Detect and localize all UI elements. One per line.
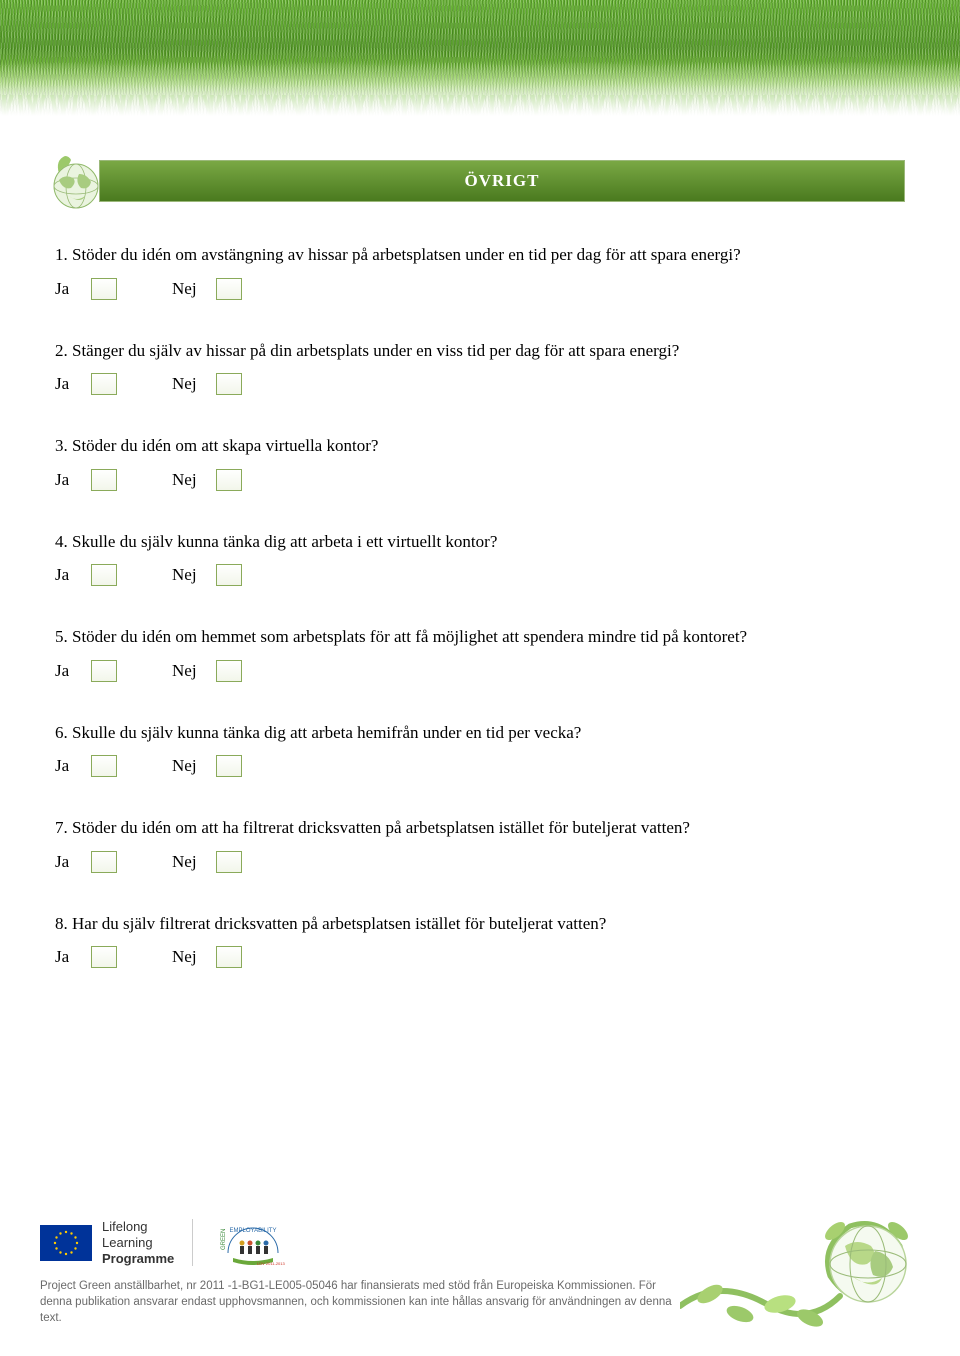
yes-checkbox[interactable] bbox=[91, 851, 117, 873]
answer-row: Ja Nej bbox=[55, 660, 905, 682]
lifelong-learning-label: Lifelong Learning Programme bbox=[102, 1219, 174, 1266]
no-label: Nej bbox=[172, 947, 210, 967]
yes-label: Ja bbox=[55, 470, 85, 490]
question-block: 6. Skulle du själv kunna tänka dig att a… bbox=[55, 720, 905, 778]
yes-label: Ja bbox=[55, 756, 85, 776]
no-label: Nej bbox=[172, 470, 210, 490]
yes-checkbox[interactable] bbox=[91, 755, 117, 777]
footer-disclaimer: Project Green anställbarhet, nr 2011 -1-… bbox=[40, 1278, 680, 1326]
svg-text:GREEN: GREEN bbox=[221, 1228, 227, 1249]
answer-row: Ja Nej bbox=[55, 755, 905, 777]
yes-checkbox[interactable] bbox=[91, 373, 117, 395]
answer-row: Ja Nej bbox=[55, 851, 905, 873]
globe-leaf-icon bbox=[45, 150, 107, 212]
question-text: 5. Stöder du idén om hemmet som arbetspl… bbox=[55, 624, 905, 650]
yes-checkbox[interactable] bbox=[91, 469, 117, 491]
yes-checkbox[interactable] bbox=[91, 660, 117, 682]
no-label: Nej bbox=[172, 852, 210, 872]
yes-label: Ja bbox=[55, 852, 85, 872]
yes-label: Ja bbox=[55, 279, 85, 299]
grass-header-image bbox=[0, 0, 960, 120]
grass-fringe bbox=[0, 95, 960, 120]
question-block: 7. Stöder du idén om att ha filtrerat dr… bbox=[55, 815, 905, 873]
answer-row: Ja Nej bbox=[55, 946, 905, 968]
no-checkbox[interactable] bbox=[216, 564, 242, 586]
question-block: 5. Stöder du idén om hemmet som arbetspl… bbox=[55, 624, 905, 682]
question-text: 8. Har du själv filtrerat dricksvatten p… bbox=[55, 911, 905, 937]
yes-checkbox[interactable] bbox=[91, 946, 117, 968]
question-text: 7. Stöder du idén om att ha filtrerat dr… bbox=[55, 815, 905, 841]
section-title-wrap: ÖVRIGT bbox=[45, 150, 905, 212]
question-block: 2. Stänger du själv av hissar på din arb… bbox=[55, 338, 905, 396]
no-checkbox[interactable] bbox=[216, 946, 242, 968]
svg-text:EMPLOYABILITY: EMPLOYABILITY bbox=[230, 1228, 277, 1234]
no-checkbox[interactable] bbox=[216, 469, 242, 491]
yes-checkbox[interactable] bbox=[91, 564, 117, 586]
no-label: Nej bbox=[172, 279, 210, 299]
answer-row: Ja Nej bbox=[55, 469, 905, 491]
yes-label: Ja bbox=[55, 374, 85, 394]
answer-row: Ja Nej bbox=[55, 278, 905, 300]
llp-line3: Programme bbox=[102, 1251, 174, 1267]
no-checkbox[interactable] bbox=[216, 755, 242, 777]
question-text: 1. Stöder du idén om avstängning av hiss… bbox=[55, 242, 905, 268]
answer-row: Ja Nej bbox=[55, 373, 905, 395]
eu-flag-icon bbox=[40, 1225, 92, 1261]
yes-label: Ja bbox=[55, 565, 85, 585]
section-title-text: ÖVRIGT bbox=[465, 171, 540, 191]
question-text: 2. Stänger du själv av hissar på din arb… bbox=[55, 338, 905, 364]
llp-line2: Learning bbox=[102, 1235, 174, 1251]
no-label: Nej bbox=[172, 661, 210, 681]
svg-text:LDV 2011-2013: LDV 2011-2013 bbox=[257, 1261, 286, 1266]
page-footer: Lifelong Learning Programme EMPLOYABILIT… bbox=[40, 1218, 920, 1326]
question-block: 4. Skulle du själv kunna tänka dig att a… bbox=[55, 529, 905, 587]
footer-globe-vine-icon bbox=[680, 1176, 940, 1346]
question-text: 3. Stöder du idén om att skapa virtuella… bbox=[55, 433, 905, 459]
no-label: Nej bbox=[172, 374, 210, 394]
question-block: 3. Stöder du idén om att skapa virtuella… bbox=[55, 433, 905, 491]
no-label: Nej bbox=[172, 565, 210, 585]
llp-line1: Lifelong bbox=[102, 1219, 174, 1235]
no-checkbox[interactable] bbox=[216, 660, 242, 682]
yes-checkbox[interactable] bbox=[91, 278, 117, 300]
yes-label: Ja bbox=[55, 661, 85, 681]
green-employability-logo: EMPLOYABILITY GREEN LDV 2011-2013 bbox=[213, 1218, 293, 1268]
section-title-bar: ÖVRIGT bbox=[99, 160, 905, 202]
question-text: 6. Skulle du själv kunna tänka dig att a… bbox=[55, 720, 905, 746]
question-block: 1. Stöder du idén om avstängning av hiss… bbox=[55, 242, 905, 300]
no-label: Nej bbox=[172, 756, 210, 776]
question-text: 4. Skulle du själv kunna tänka dig att a… bbox=[55, 529, 905, 555]
no-checkbox[interactable] bbox=[216, 851, 242, 873]
question-block: 8. Har du själv filtrerat dricksvatten p… bbox=[55, 911, 905, 969]
no-checkbox[interactable] bbox=[216, 278, 242, 300]
no-checkbox[interactable] bbox=[216, 373, 242, 395]
content-area: ÖVRIGT 1. Stöder du idén om avstängning … bbox=[0, 120, 960, 968]
yes-label: Ja bbox=[55, 947, 85, 967]
questions-container: 1. Stöder du idén om avstängning av hiss… bbox=[55, 242, 905, 968]
answer-row: Ja Nej bbox=[55, 564, 905, 586]
